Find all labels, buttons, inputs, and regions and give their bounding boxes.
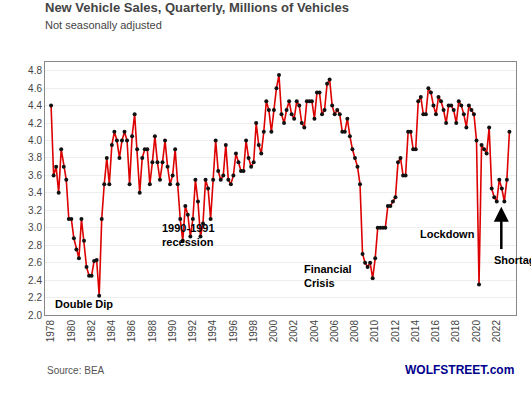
svg-text:New Vehicle Sales, Quarterly,: New Vehicle Sales, Quarterly, Millions o…	[45, 0, 349, 31]
svg-text:3.0: 3.0	[28, 222, 42, 233]
svg-text:2.8: 2.8	[28, 240, 42, 251]
svg-text:2.0: 2.0	[28, 310, 42, 321]
svg-text:3.6: 3.6	[28, 170, 42, 181]
svg-text:2012: 2012	[390, 320, 401, 343]
svg-text:1996: 1996	[228, 320, 239, 343]
svg-text:3.2: 3.2	[28, 205, 42, 216]
svg-text:2010: 2010	[369, 320, 380, 343]
svg-text:4.4: 4.4	[28, 100, 42, 111]
svg-text:1978: 1978	[45, 320, 56, 343]
svg-text:1994: 1994	[207, 320, 218, 343]
svg-text:2014: 2014	[410, 320, 421, 343]
svg-text:2018: 2018	[450, 320, 461, 343]
svg-text:1984: 1984	[106, 320, 117, 343]
svg-text:1988: 1988	[147, 320, 158, 343]
svg-text:Shortages: Shortages	[494, 254, 531, 266]
svg-text:1990-1991recession: 1990-1991recession	[162, 222, 215, 248]
svg-text:2008: 2008	[349, 320, 360, 343]
svg-text:1990: 1990	[167, 320, 178, 343]
svg-text:2006: 2006	[329, 320, 340, 343]
svg-text:WOLFSTREET.com: WOLFSTREET.com	[405, 363, 514, 377]
svg-text:Lockdown: Lockdown	[420, 228, 475, 240]
svg-text:2002: 2002	[288, 320, 299, 343]
svg-text:4.8: 4.8	[28, 65, 42, 76]
svg-text:Source: BEA: Source: BEA	[47, 365, 105, 376]
svg-text:1986: 1986	[126, 320, 137, 343]
svg-text:2000: 2000	[268, 320, 279, 343]
svg-text:2022: 2022	[491, 320, 502, 343]
svg-text:4.6: 4.6	[28, 83, 42, 94]
svg-text:FinancialCrisis: FinancialCrisis	[304, 263, 352, 289]
svg-text:4.2: 4.2	[28, 118, 42, 129]
svg-text:2016: 2016	[430, 320, 441, 343]
svg-text:4.0: 4.0	[28, 135, 42, 146]
svg-text:2020: 2020	[471, 320, 482, 343]
svg-text:Double Dip: Double Dip	[55, 298, 113, 310]
svg-text:1998: 1998	[248, 320, 259, 343]
svg-text:3.8: 3.8	[28, 152, 42, 163]
svg-text:1992: 1992	[187, 320, 198, 343]
svg-text:2.6: 2.6	[28, 257, 42, 268]
svg-text:1982: 1982	[86, 320, 97, 343]
svg-text:3.4: 3.4	[28, 187, 42, 198]
svg-text:2.4: 2.4	[28, 275, 42, 286]
svg-text:1980: 1980	[66, 320, 77, 343]
svg-text:2004: 2004	[309, 320, 320, 343]
svg-text:2.2: 2.2	[28, 292, 42, 303]
